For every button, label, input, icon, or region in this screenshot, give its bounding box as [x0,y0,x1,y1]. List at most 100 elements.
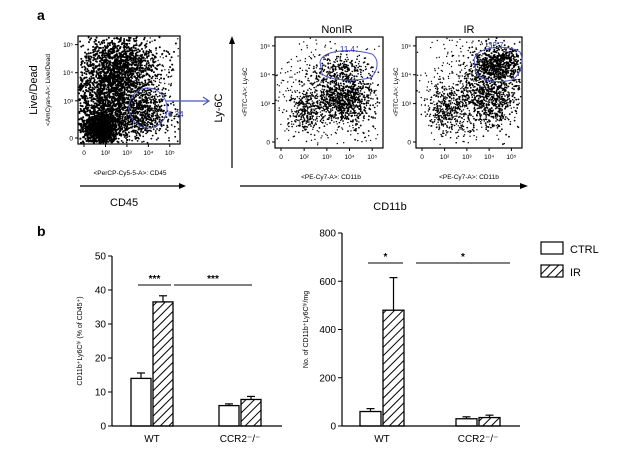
event-dot [146,82,149,85]
event-dot [80,128,82,131]
event-dot [87,83,90,86]
event-dot [354,138,356,141]
event-dot [91,94,94,97]
event-dot [149,129,151,132]
event-dot [139,97,142,99]
event-dot [343,109,346,112]
event-dot [341,69,344,72]
event-dot [329,86,331,89]
event-dot [88,58,91,61]
event-dot [128,39,131,42]
event-dot [135,86,137,89]
event-dot [152,54,155,57]
event-dot [141,97,143,99]
event-dot [122,50,124,52]
event-dot [104,124,106,127]
event-dot [108,44,111,47]
event-dot [121,54,124,56]
event-dot [148,95,150,97]
event-dot [107,137,111,140]
event-dot [80,109,83,112]
event-dot [160,104,163,107]
event-dot [80,141,83,144]
event-dot [108,92,111,95]
event-dot [86,63,88,65]
event-dot [148,54,150,56]
event-dot [96,81,99,84]
event-dot [153,111,156,114]
event-dot [104,84,107,87]
event-dot [355,64,358,67]
event-dot [372,66,374,69]
event-dot [323,58,325,60]
event-dot [101,108,104,111]
event-dot [155,85,158,88]
event-dot [122,76,125,79]
event-dot [106,105,109,108]
event-dot [347,58,349,61]
event-dot [346,115,349,118]
event-dot [103,75,106,77]
cd45-label: CD45 [110,197,138,209]
event-dot [111,107,114,109]
event-dot [147,52,150,55]
event-dot [149,51,151,53]
event-dot [108,112,111,115]
event-dot [139,134,142,137]
event-dot [330,119,333,122]
event-dot [171,63,174,66]
event-dot [84,94,87,97]
event-dot [177,47,179,50]
event-dot [146,40,148,42]
event-dot [333,65,336,67]
event-dot [103,108,106,110]
event-dot [99,84,102,87]
event-dot [105,38,108,41]
event-dot [94,138,97,141]
event-dot [331,106,334,109]
event-dot [101,127,104,130]
event-dot [161,54,163,56]
event-dot [85,127,88,130]
event-dot [125,101,128,104]
event-dot [87,139,90,142]
event-dot [147,114,150,117]
event-dot [309,92,312,94]
event-dot [83,122,86,125]
event-dot [167,51,170,54]
event-dot [115,133,117,135]
event-dot [93,86,96,88]
event-dot [116,102,119,105]
event-dot [111,112,114,115]
event-dot [132,110,135,113]
event-dot [107,65,110,68]
event-dot [131,99,133,102]
event-dot [107,101,110,104]
event-dot [140,131,142,133]
event-dot [170,124,173,126]
event-dot [168,69,170,71]
event-dot [142,111,145,113]
event-dot [163,49,166,52]
event-dot [104,78,107,81]
event-dot [332,74,335,77]
event-dot [158,63,161,66]
event-dot [81,128,84,131]
event-dot [151,68,153,71]
event-dot [105,128,107,131]
event-dot [113,127,116,129]
event-dot [87,52,90,55]
event-dot [88,109,92,112]
event-dot [116,107,119,110]
event-dot [157,59,159,62]
event-dot [338,64,341,67]
event-dot [145,84,148,87]
event-dot [118,75,121,77]
event-dot [129,55,131,57]
event-dot [116,60,119,63]
event-dot [377,71,380,73]
event-dot [153,91,155,93]
event-dot [83,61,86,64]
event-dot [106,138,109,141]
